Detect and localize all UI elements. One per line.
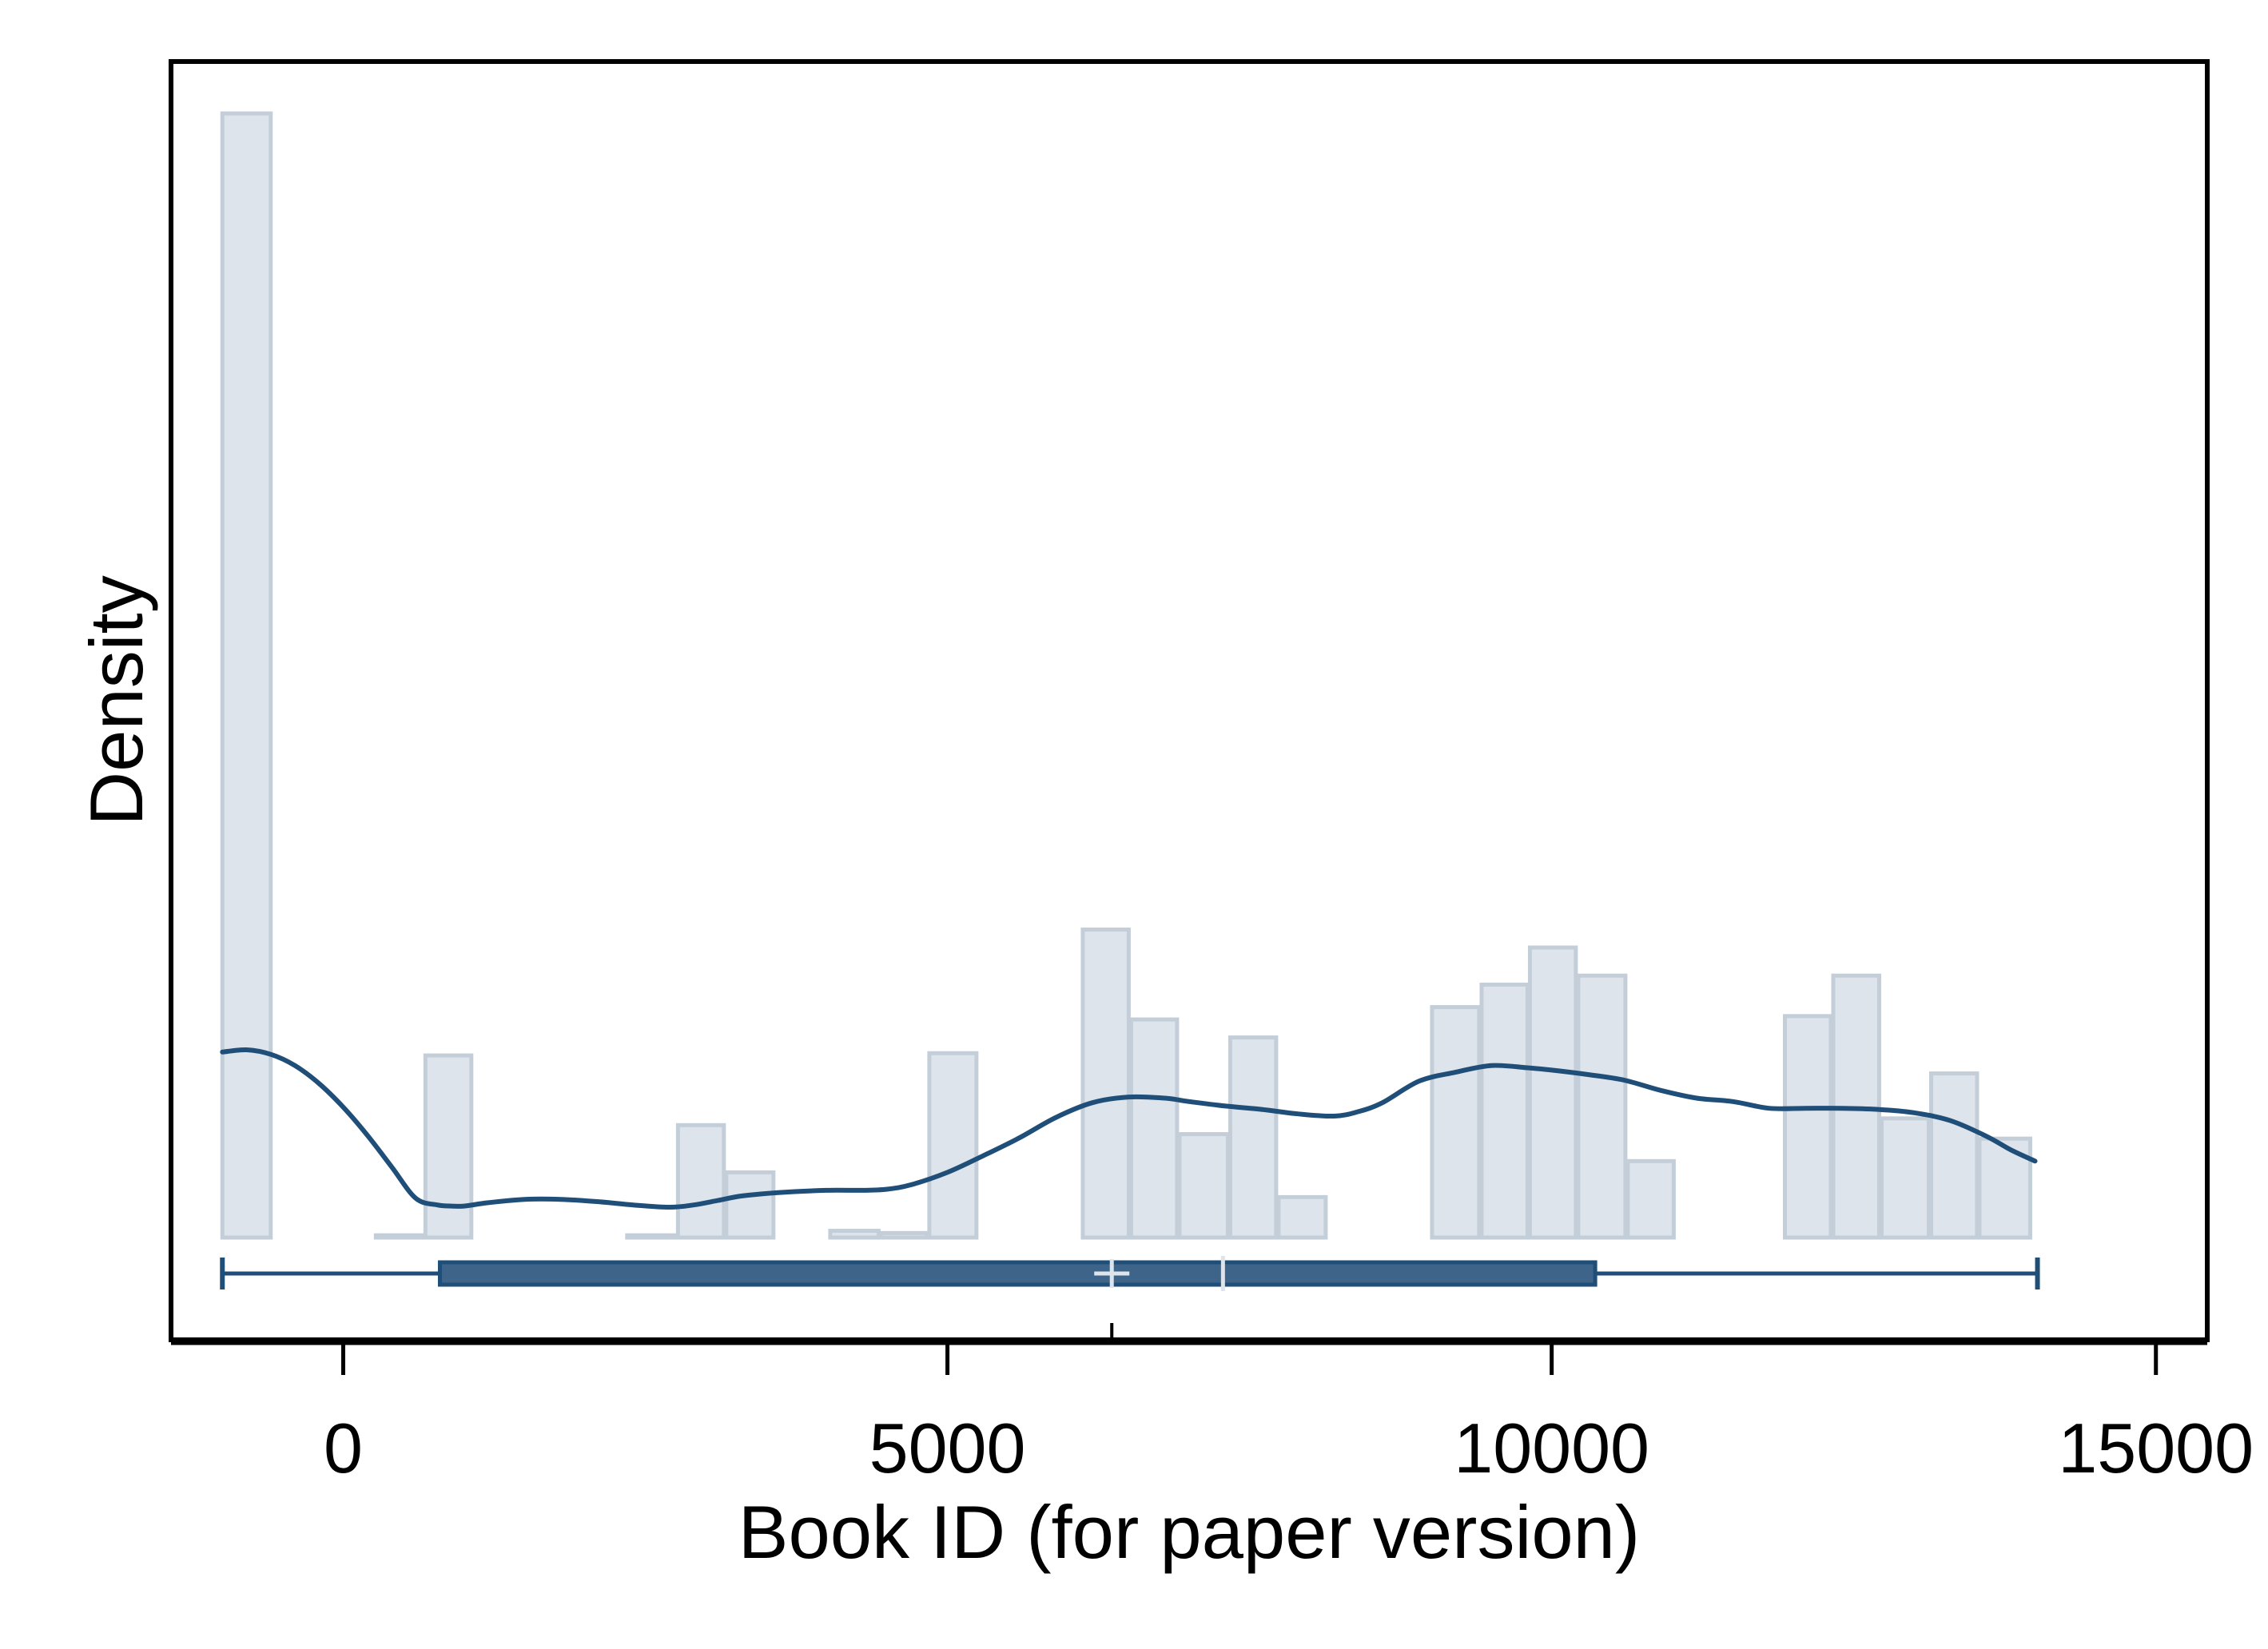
x-tick-label-2: 10000 — [1454, 1409, 1649, 1488]
histogram-bar-3 — [625, 1233, 678, 1240]
histogram-bar-2 — [423, 1053, 474, 1240]
box-iqr — [437, 1260, 1598, 1287]
density-curve — [220, 1047, 2038, 1210]
histogram-bar-16 — [1527, 945, 1578, 1240]
histogram-bar-15 — [1479, 982, 1530, 1240]
histogram-bar-5 — [724, 1170, 776, 1240]
histogram-bar-14 — [1430, 1005, 1482, 1240]
box-plot — [220, 1256, 2040, 1343]
x-tick-label-1: 5000 — [869, 1409, 1026, 1488]
histogram-bar-17 — [1576, 973, 1628, 1240]
histogram-bar-8 — [927, 1051, 979, 1240]
x-axis-title: Book ID (for paper version) — [738, 1490, 1640, 1574]
histogram-bar-9 — [1080, 927, 1131, 1240]
histogram-bar-19 — [1782, 1014, 1833, 1240]
histogram-bar-4 — [675, 1123, 726, 1240]
histogram-bar-21 — [1879, 1116, 1931, 1240]
x-axis-ticks: 0 5000 10000 15000 — [324, 1343, 2254, 1488]
histogram-bar-11 — [1177, 1132, 1230, 1240]
histogram-bar-0 — [220, 111, 273, 1240]
histogram-bar-12 — [1228, 1035, 1279, 1240]
x-tick-label-0: 0 — [324, 1409, 363, 1488]
y-axis-title: Density — [74, 575, 158, 825]
histogram-bar-18 — [1625, 1158, 1676, 1240]
histogram-bar-13 — [1276, 1194, 1328, 1240]
histogram-bar-7 — [878, 1230, 929, 1240]
histogram-bar-10 — [1128, 1017, 1180, 1240]
histogram-bar-22 — [1928, 1071, 1980, 1240]
x-tick-label-3: 15000 — [2058, 1409, 2254, 1488]
histogram-bar-1 — [373, 1233, 427, 1240]
histogram-bar-6 — [828, 1229, 881, 1240]
